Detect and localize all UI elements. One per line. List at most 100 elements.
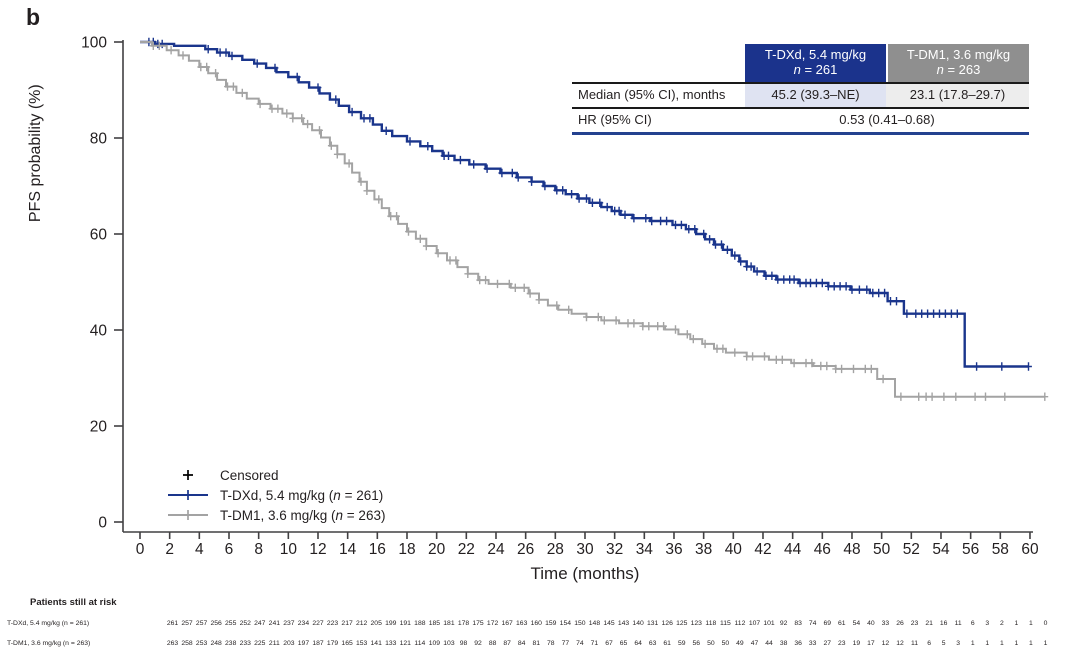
censored-plus-icon bbox=[160, 468, 216, 482]
x-tick-label: 40 bbox=[725, 541, 743, 558]
at-risk-value: 101 bbox=[763, 620, 775, 627]
x-tick-label: 34 bbox=[636, 541, 654, 558]
at-risk-value: 159 bbox=[545, 620, 557, 627]
at-risk-value: 261 bbox=[166, 620, 179, 627]
x-tick-label: 12 bbox=[309, 541, 326, 558]
at-risk-value: 118 bbox=[705, 620, 717, 627]
x-tick-label: 58 bbox=[992, 541, 1009, 558]
at-risk-value: 167 bbox=[501, 620, 513, 627]
hr-value: 0.53 (0.41–0.68) bbox=[839, 111, 935, 127]
x-tick-label: 50 bbox=[873, 541, 891, 558]
legend: Censored T-DXd, 5.4 mg/kg (n = 261) T-DM… bbox=[160, 465, 385, 525]
summary-table: T-DXd, 5.4 mg/kg n = 261 T-DM1, 3.6 mg/k… bbox=[572, 44, 1029, 135]
at-risk-value: 223 bbox=[326, 620, 339, 627]
at-risk-value: 78 bbox=[547, 640, 555, 647]
median-tdm1-value: 23.1 (17.8–29.7) bbox=[886, 84, 1029, 107]
summary-table-header: T-DXd, 5.4 mg/kg n = 261 T-DM1, 3.6 mg/k… bbox=[572, 44, 1029, 82]
at-risk-value: 74 bbox=[576, 640, 584, 647]
x-tick-label: 56 bbox=[962, 541, 979, 558]
at-risk-value: 33 bbox=[808, 640, 817, 647]
x-tick-label: 48 bbox=[843, 541, 860, 558]
summary-row-hr: HR (95% CI) 0.53 (0.41–0.68) bbox=[572, 109, 1029, 135]
at-risk-value: 19 bbox=[852, 640, 861, 647]
at-risk-value: 256 bbox=[210, 620, 222, 627]
at-risk-value: 50 bbox=[707, 640, 715, 647]
x-tick-label: 22 bbox=[458, 541, 475, 558]
at-risk-value: 81 bbox=[532, 640, 541, 647]
at-risk-value: 26 bbox=[896, 620, 904, 627]
at-risk-value: 125 bbox=[676, 620, 688, 627]
at-risk-value: 59 bbox=[677, 640, 686, 647]
x-axis-title: Time (months) bbox=[531, 564, 640, 583]
at-risk-value: 92 bbox=[779, 620, 788, 627]
at-risk-value: 131 bbox=[646, 620, 659, 627]
at-risk-value: 172 bbox=[486, 620, 499, 627]
at-risk-value: 5 bbox=[941, 640, 946, 647]
at-risk-value: 2 bbox=[999, 620, 1004, 627]
at-risk-value: 49 bbox=[736, 640, 744, 647]
legend-item-tdxd: T-DXd, 5.4 mg/kg (n = 261) bbox=[160, 485, 385, 505]
at-risk-value: 153 bbox=[355, 640, 368, 647]
at-risk-value: 69 bbox=[823, 620, 832, 627]
at-risk-value: 143 bbox=[617, 620, 630, 627]
at-risk-value: 1 bbox=[1014, 620, 1019, 627]
at-risk-value: 178 bbox=[457, 620, 470, 627]
at-risk-value: 40 bbox=[867, 620, 875, 627]
at-risk-value: 115 bbox=[719, 620, 731, 627]
at-risk-value: 12 bbox=[881, 640, 890, 647]
at-risk-value: 179 bbox=[326, 640, 339, 647]
at-risk-value: 88 bbox=[488, 640, 497, 647]
x-tick-label: 54 bbox=[932, 541, 950, 558]
at-risk-value: 103 bbox=[443, 640, 455, 647]
at-risk-value: 233 bbox=[239, 640, 251, 647]
median-row-label: Median (95% CI), months bbox=[572, 84, 745, 107]
at-risk-value: 191 bbox=[399, 620, 411, 627]
x-tick-label: 18 bbox=[398, 541, 415, 558]
at-risk-value: 47 bbox=[750, 640, 759, 647]
at-risk-value: 145 bbox=[603, 620, 615, 627]
y-tick-label: 80 bbox=[90, 131, 108, 148]
at-risk-value: 11 bbox=[911, 640, 919, 647]
at-risk-value: 121 bbox=[399, 640, 411, 647]
at-risk-value: 98 bbox=[459, 640, 468, 647]
y-axis-title: PFS probability (%) bbox=[27, 84, 44, 223]
at-risk-value: 1 bbox=[1014, 640, 1019, 647]
summary-row-median: Median (95% CI), months 45.2 (39.3–NE) 2… bbox=[572, 82, 1029, 109]
at-risk-value: 1 bbox=[1029, 640, 1033, 647]
x-tick-label: 2 bbox=[165, 541, 174, 558]
at-risk-value: 44 bbox=[765, 640, 773, 647]
at-risk-value: 165 bbox=[341, 640, 353, 647]
at-risk-value: 1 bbox=[970, 640, 975, 647]
tdm1-line-icon bbox=[160, 508, 216, 522]
at-risk-value: 205 bbox=[370, 620, 382, 627]
at-risk-value: 188 bbox=[414, 620, 426, 627]
at-risk-value: 241 bbox=[268, 620, 281, 627]
x-tick-label: 36 bbox=[665, 541, 682, 558]
at-risk-value: 83 bbox=[794, 620, 802, 627]
x-tick-label: 60 bbox=[1021, 541, 1039, 558]
at-risk-value: 154 bbox=[559, 620, 572, 627]
at-risk-value: 64 bbox=[634, 640, 642, 647]
at-risk-value: 212 bbox=[355, 620, 368, 627]
at-risk-value: 133 bbox=[385, 640, 397, 647]
at-risk-value: 23 bbox=[910, 620, 919, 627]
at-risk-value: 17 bbox=[867, 640, 875, 647]
at-risk-value: 211 bbox=[268, 640, 280, 647]
x-tick-label: 16 bbox=[369, 541, 386, 558]
at-risk-value: 238 bbox=[225, 640, 237, 647]
legend-item-tdm1: T-DM1, 3.6 mg/kg (n = 263) bbox=[160, 505, 385, 525]
at-risk-value: 107 bbox=[748, 620, 761, 627]
at-risk-value: 63 bbox=[648, 640, 657, 647]
at-risk-value: 61 bbox=[663, 640, 671, 647]
at-risk-value: 16 bbox=[939, 620, 948, 627]
at-risk-value: 54 bbox=[852, 620, 861, 627]
tdm1-header-line2: n = 263 bbox=[936, 61, 981, 77]
at-risk-value: 197 bbox=[297, 640, 310, 647]
at-risk-value: 185 bbox=[428, 620, 441, 627]
at-risk-value: 23 bbox=[838, 640, 846, 647]
at-risk-value: 237 bbox=[283, 620, 295, 627]
at-risk-value: 255 bbox=[225, 620, 237, 627]
at-risk-value: 0 bbox=[1043, 620, 1048, 627]
